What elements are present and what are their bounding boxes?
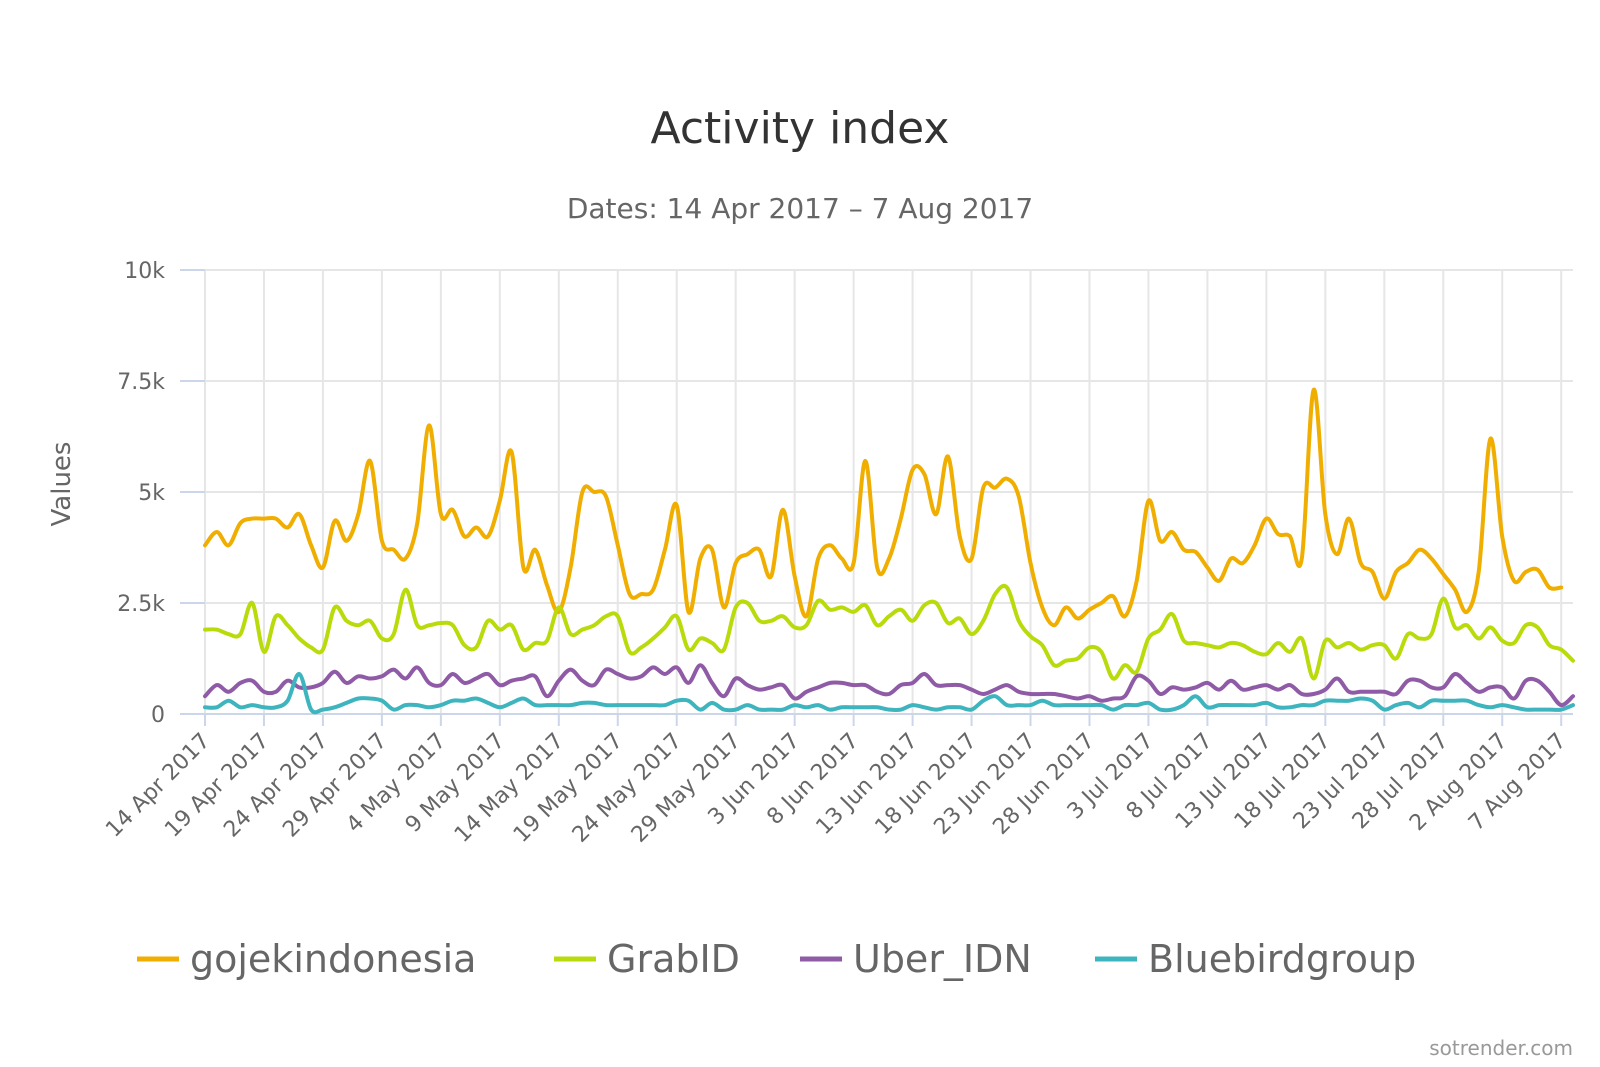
chart-subtitle: Dates: 14 Apr 2017 – 7 Aug 2017 <box>567 192 1033 225</box>
y-tick-label: 10k <box>124 259 165 284</box>
legend-label: Bluebirdgroup <box>1148 937 1416 981</box>
chart-title: Activity index <box>651 103 950 154</box>
x-tick-label: 14 Apr 2017 <box>101 729 215 843</box>
legend-label: GrabID <box>607 937 740 981</box>
series-line-uber-idn[interactable] <box>203 663 1575 708</box>
y-tick-label: 5k <box>138 481 165 506</box>
series-line-bluebirdgroup[interactable] <box>203 671 1575 715</box>
legend-item-grabid[interactable]: GrabID <box>554 937 740 981</box>
series-line-grabid[interactable] <box>203 583 1575 681</box>
x-tick-label: 24 Apr 2017 <box>219 729 333 843</box>
grid <box>204 269 1573 715</box>
series-line-gojekindonesia[interactable] <box>203 387 1564 628</box>
y-tick-label: 0 <box>151 703 165 728</box>
x-tick-label: 19 Apr 2017 <box>160 729 274 843</box>
x-tick-label: 29 Apr 2017 <box>278 729 392 843</box>
legend-item-bluebirdgroup[interactable]: Bluebirdgroup <box>1095 937 1416 981</box>
legend-item-uber-idn[interactable]: Uber_IDN <box>800 937 1032 981</box>
y-tick-label: 7.5k <box>117 370 165 395</box>
y-tick-label: 2.5k <box>117 592 165 617</box>
legend-item-gojekindonesia[interactable]: gojekindonesia <box>137 937 476 981</box>
legend-label: gojekindonesia <box>190 937 476 981</box>
credit-text: sotrender.com <box>1429 1036 1573 1060</box>
legend-label: Uber_IDN <box>853 937 1032 981</box>
legend[interactable]: gojekindonesia GrabID Uber_IDN Bluebirdgrou… <box>137 937 1416 981</box>
series-lines <box>203 387 1575 715</box>
y-axis-label: Values <box>47 442 77 527</box>
y-axis-ticks: 0 2.5k 5k 7.5k 10k <box>117 259 205 728</box>
